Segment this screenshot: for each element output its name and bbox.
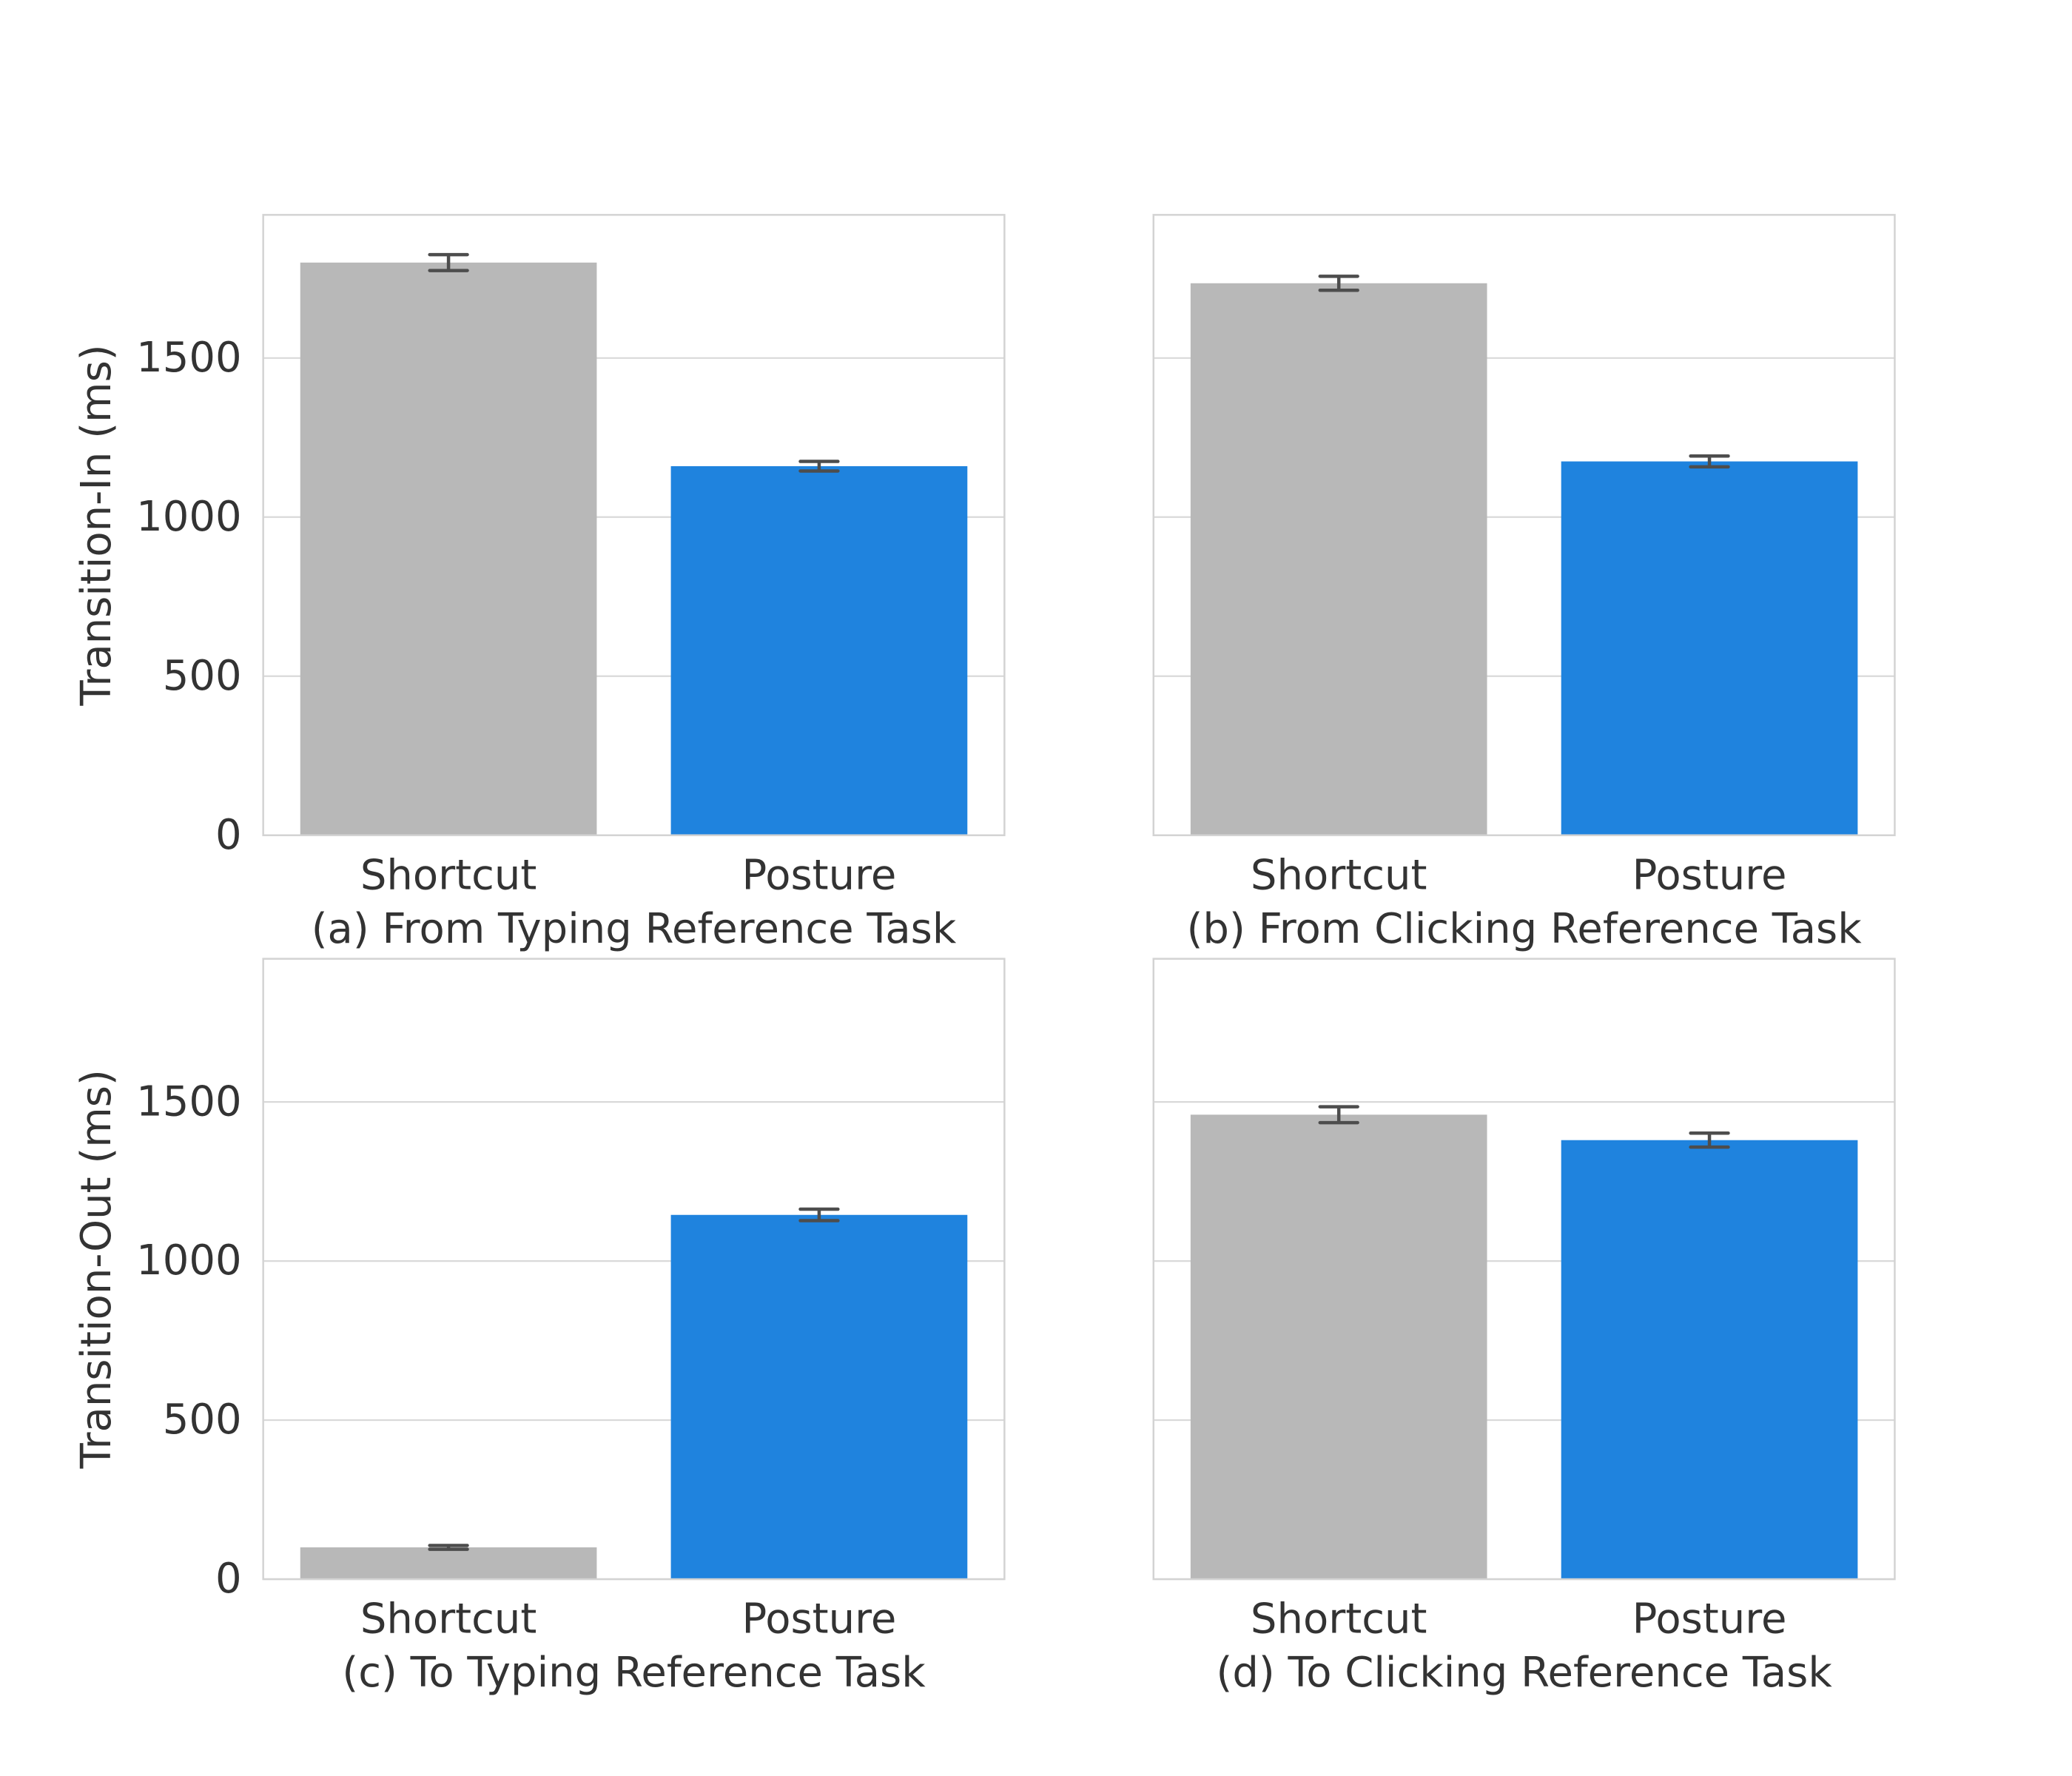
panel-c-y-tick-label: 500 — [163, 1396, 242, 1444]
panel-b-bar-posture — [1561, 461, 1858, 835]
panel-a-y-tick-label: 500 — [163, 652, 242, 700]
panel-a-bar-shortcut — [300, 262, 597, 835]
panel-c-bar-posture — [670, 1214, 968, 1580]
panel-d-bar-posture — [1561, 1140, 1858, 1580]
panel-b-bar-shortcut — [1190, 283, 1487, 835]
panel-c-y-axis-label: Transition-Out (ms) — [73, 1069, 121, 1469]
panel-d-category-label: Shortcut — [1251, 1595, 1427, 1644]
panel-a-y-tick-label: 1000 — [136, 493, 242, 541]
panel-c-caption: (c) To Typing Reference Task — [342, 1649, 926, 1697]
panel-c-y-tick-label: 0 — [215, 1555, 242, 1603]
panel-b-category-label: Shortcut — [1251, 851, 1427, 899]
panel-a-caption: (a) From Typing Reference Task — [312, 905, 957, 953]
panel-a-y-tick-label: 1500 — [136, 334, 242, 382]
panel-d-category-label: Posture — [1632, 1595, 1787, 1644]
panel-a-y-tick-label: 0 — [215, 811, 242, 859]
panel-b-caption: (b) From Clicking Reference Task — [1187, 905, 1863, 953]
panel-c-frame — [262, 958, 1006, 1581]
panel-c-category-label: Posture — [741, 1595, 896, 1644]
panel-c-y-tick-label: 1000 — [136, 1237, 242, 1285]
panel-a-frame — [262, 214, 1006, 836]
panel-a-category-label: Shortcut — [360, 851, 537, 899]
panel-c-category-label: Shortcut — [360, 1595, 537, 1644]
panel-b-frame — [1152, 214, 1896, 836]
panel-a-bar-posture — [670, 465, 968, 835]
panel-a-y-axis-label: Transition-In (ms) — [73, 344, 121, 706]
panel-d-bar-shortcut — [1190, 1114, 1487, 1580]
panel-a-category-label: Posture — [741, 851, 896, 899]
panel-d-frame — [1152, 958, 1896, 1581]
panel-b-category-label: Posture — [1632, 851, 1787, 899]
panel-c-bar-shortcut — [300, 1547, 597, 1580]
panel-c-y-tick-label: 1500 — [136, 1077, 242, 1126]
panel-d-caption: (d) To Clicking Reference Task — [1216, 1649, 1832, 1697]
